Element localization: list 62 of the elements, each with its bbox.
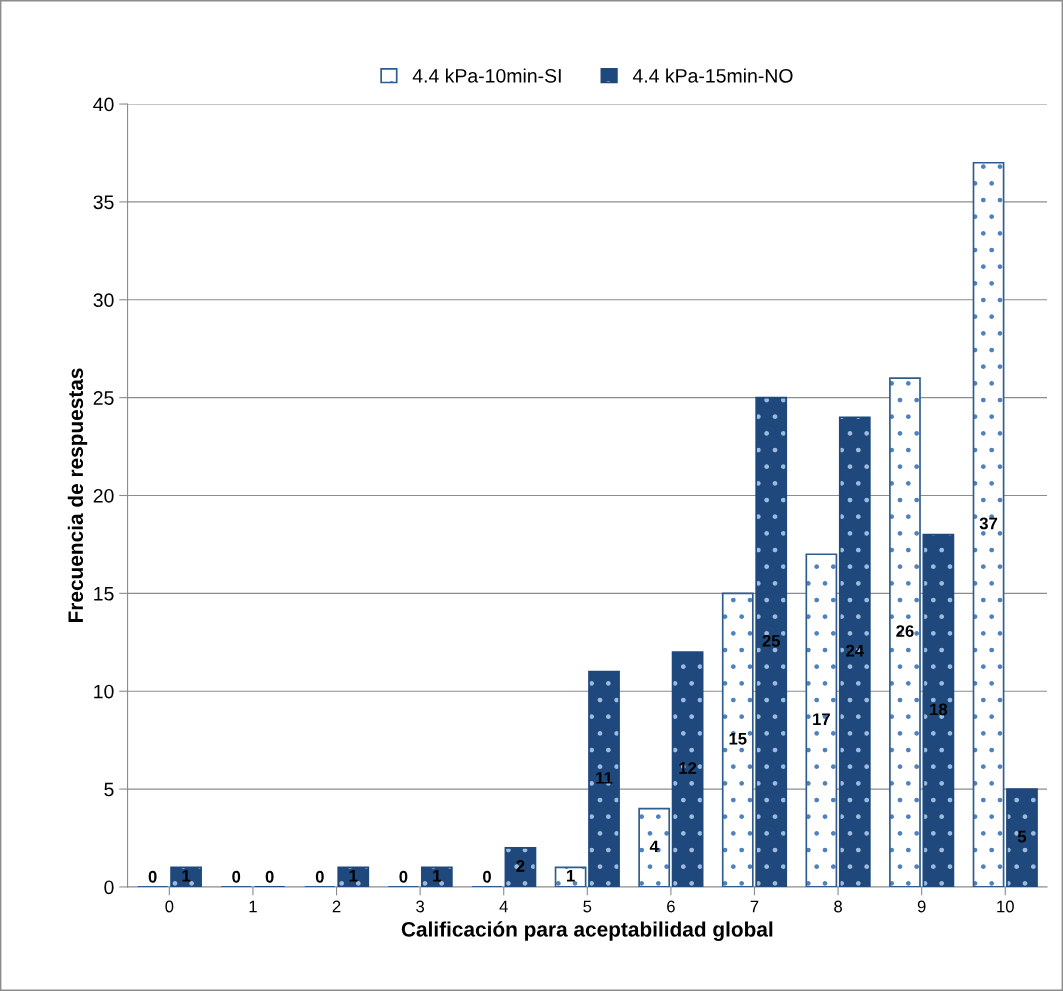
bar	[805, 553, 838, 887]
legend-label: 4.4 kPa-10min-SI	[412, 68, 561, 83]
x-tick-label: 0	[165, 900, 174, 913]
y-tick-label: 30	[93, 293, 114, 308]
x-tick-label: 2	[332, 900, 341, 913]
bar	[638, 807, 671, 887]
bar	[554, 866, 587, 887]
y-tick-label: 25	[93, 391, 114, 405]
x-tick-label: 9	[917, 900, 926, 913]
bar	[671, 651, 704, 887]
bar	[721, 592, 754, 887]
data-label: 1	[182, 870, 191, 882]
bar	[755, 396, 788, 887]
x-tick-label: 8	[834, 900, 842, 913]
data-label: 0	[483, 870, 491, 883]
data-label: 1	[433, 870, 442, 882]
y-tick-label: 5	[104, 782, 114, 797]
x-tick-label: 1	[249, 900, 257, 913]
x-axis-title: Calificación para aceptabilidad global	[401, 921, 773, 941]
data-label: 37	[979, 517, 998, 530]
x-tick-label: 10	[997, 900, 1014, 913]
bar	[889, 377, 921, 887]
data-label: 11	[596, 772, 613, 784]
x-tick-label: 4	[499, 900, 508, 913]
data-label: 1	[349, 870, 358, 882]
data-label: 12	[679, 762, 697, 774]
x-tick-label: 5	[583, 900, 592, 913]
data-label: 15	[729, 733, 747, 745]
y-tick-label: 40	[93, 97, 114, 112]
data-label: 18	[930, 703, 948, 716]
bar	[972, 161, 1005, 887]
data-label: 2	[516, 860, 525, 872]
data-label: 1	[567, 870, 575, 882]
data-label: 0	[232, 870, 241, 883]
y-tick-label: 0	[104, 880, 114, 895]
x-tick-label: 7	[750, 900, 759, 913]
data-label: 5	[1017, 830, 1027, 843]
bar	[838, 416, 871, 887]
data-label: 25	[762, 634, 781, 647]
bar	[170, 866, 202, 887]
data-label: 4	[649, 840, 659, 853]
data-label: 0	[399, 870, 408, 883]
data-label: 17	[813, 713, 830, 725]
data-label: 0	[148, 870, 157, 883]
x-tick-label: 6	[667, 900, 675, 913]
y-axis-title: Frecuencia de respuestas	[67, 368, 88, 623]
y-tick-label: 20	[93, 488, 114, 503]
data-label: 0	[315, 870, 324, 883]
data-label: 26	[896, 625, 914, 637]
y-tick-label: 15	[94, 587, 114, 601]
data-label: 0	[265, 870, 274, 883]
y-tick-label: 10	[94, 684, 114, 699]
bar	[420, 866, 453, 887]
bar	[337, 866, 370, 887]
bar	[1006, 788, 1038, 887]
y-tick-label: 35	[93, 195, 114, 210]
data-label: 24	[846, 644, 864, 657]
bar	[922, 533, 955, 887]
legend-label: 4.4 kPa-15min-NO	[632, 68, 793, 83]
x-tick-label: 3	[416, 900, 425, 913]
bar	[504, 846, 537, 887]
bar	[588, 670, 620, 887]
